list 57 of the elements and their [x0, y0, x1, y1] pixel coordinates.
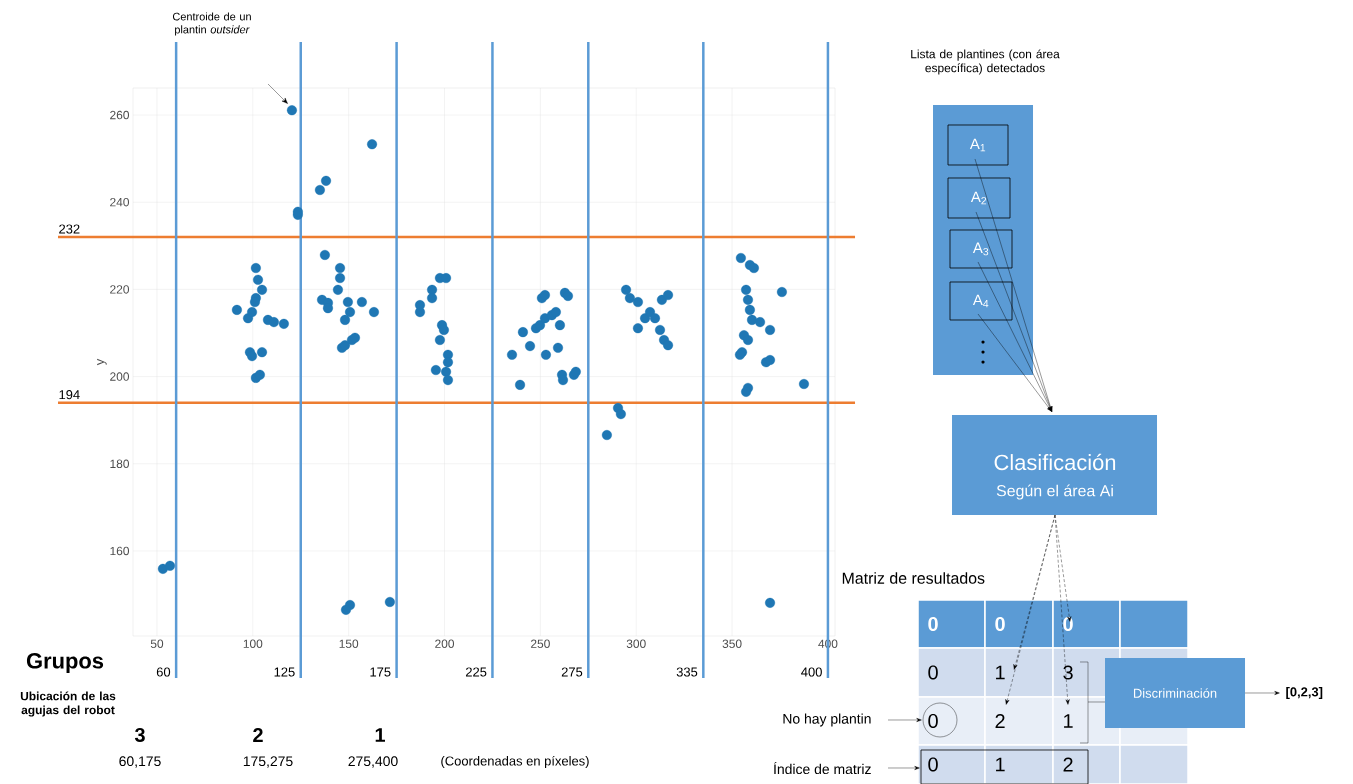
text: A$_{4}$ [972, 294, 989, 308]
text: 1 [996, 757, 1005, 772]
ref-line-label: 175 [370, 667, 391, 677]
text: 0 [1063, 616, 1073, 632]
text: 60,175 [119, 756, 161, 768]
ref-line-label: 400 [801, 667, 822, 677]
text: 3 [134, 727, 145, 743]
text: 2 [995, 714, 1005, 728]
text: 175,275 [243, 756, 293, 768]
text: 1 [1064, 714, 1073, 728]
x-tick-label: 300 [626, 639, 646, 648]
text: 0 [995, 616, 1005, 632]
text: Matriz de resultados [842, 572, 985, 584]
x-tick-label: 350 [722, 639, 742, 648]
y-tick-label: 260 [110, 110, 130, 120]
text: Discriminación [1133, 688, 1217, 698]
text: No hay plantin [783, 713, 871, 727]
text: 0 [928, 713, 938, 729]
ref-line-label: 225 [465, 667, 487, 677]
x-tick-label: 250 [530, 639, 550, 648]
text: Ubicación de las agujas del robot [20, 691, 116, 717]
x-tick-label: 50 [150, 639, 164, 648]
y-tick-label: 160 [110, 546, 130, 556]
text: A$_{3}$ [972, 242, 989, 256]
text: Centroide de un plantin outsider [172, 12, 251, 36]
text: A$_{2}$ [970, 191, 987, 205]
text: 275,400 [348, 756, 398, 768]
y-tick-label: 180 [110, 459, 130, 469]
ref-line-label: 60 [156, 667, 171, 677]
text: Índice de matriz [774, 761, 871, 775]
x-tick-label: 150 [339, 639, 359, 648]
x-tick-label: 200 [435, 639, 455, 648]
x-tick-label: 100 [243, 639, 263, 648]
text: 1 [375, 728, 385, 742]
text: Según el área Ai [996, 484, 1113, 500]
text: 0 [928, 757, 938, 772]
ref-line-label: 335 [676, 667, 698, 677]
text: [0,2,3] [1286, 686, 1323, 700]
ref-line-label: 194 [59, 390, 80, 400]
text: 0 [928, 665, 938, 680]
ref-line-label: 125 [274, 667, 295, 677]
text: (Coordenadas en píxeles) [441, 755, 589, 769]
ref-line-label: 275 [561, 667, 583, 677]
text: 3 [1063, 665, 1073, 680]
text: A$_{1}$ [969, 138, 986, 152]
y-axis-title: y [97, 358, 107, 366]
text: Clasificación [994, 453, 1116, 471]
y-tick-label: 200 [110, 372, 130, 381]
text: 2 [1063, 757, 1073, 772]
text: 0 [928, 616, 938, 632]
text: 2 [253, 728, 263, 742]
ref-line-label: 232 [59, 224, 80, 234]
text: Grupos [26, 653, 104, 673]
text: Lista de plantines (con área específica) detectados [911, 49, 1060, 75]
text: 1 [996, 665, 1005, 680]
y-tick-label: 240 [110, 197, 130, 207]
y-tick-label: 220 [110, 285, 130, 294]
